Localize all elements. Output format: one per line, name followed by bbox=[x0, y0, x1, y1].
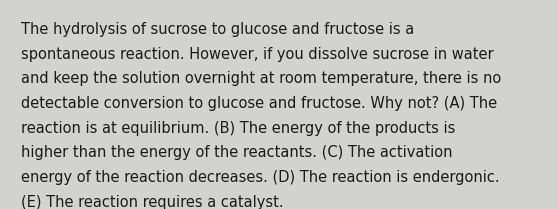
Text: spontaneous reaction. However, if you dissolve sucrose in water: spontaneous reaction. However, if you di… bbox=[21, 47, 494, 62]
Text: (E) The reaction requires a catalyst.: (E) The reaction requires a catalyst. bbox=[21, 195, 284, 209]
Text: The hydrolysis of sucrose to glucose and fructose is a: The hydrolysis of sucrose to glucose and… bbox=[21, 22, 415, 37]
Text: higher than the energy of the reactants. (C) The activation: higher than the energy of the reactants.… bbox=[21, 145, 453, 160]
Text: and keep the solution overnight at room temperature, there is no: and keep the solution overnight at room … bbox=[21, 71, 502, 86]
Text: reaction is at equilibrium. (B) The energy of the products is: reaction is at equilibrium. (B) The ener… bbox=[21, 121, 455, 136]
Text: energy of the reaction decreases. (D) The reaction is endergonic.: energy of the reaction decreases. (D) Th… bbox=[21, 170, 500, 185]
Text: detectable conversion to glucose and fructose. Why not? (A) The: detectable conversion to glucose and fru… bbox=[21, 96, 497, 111]
